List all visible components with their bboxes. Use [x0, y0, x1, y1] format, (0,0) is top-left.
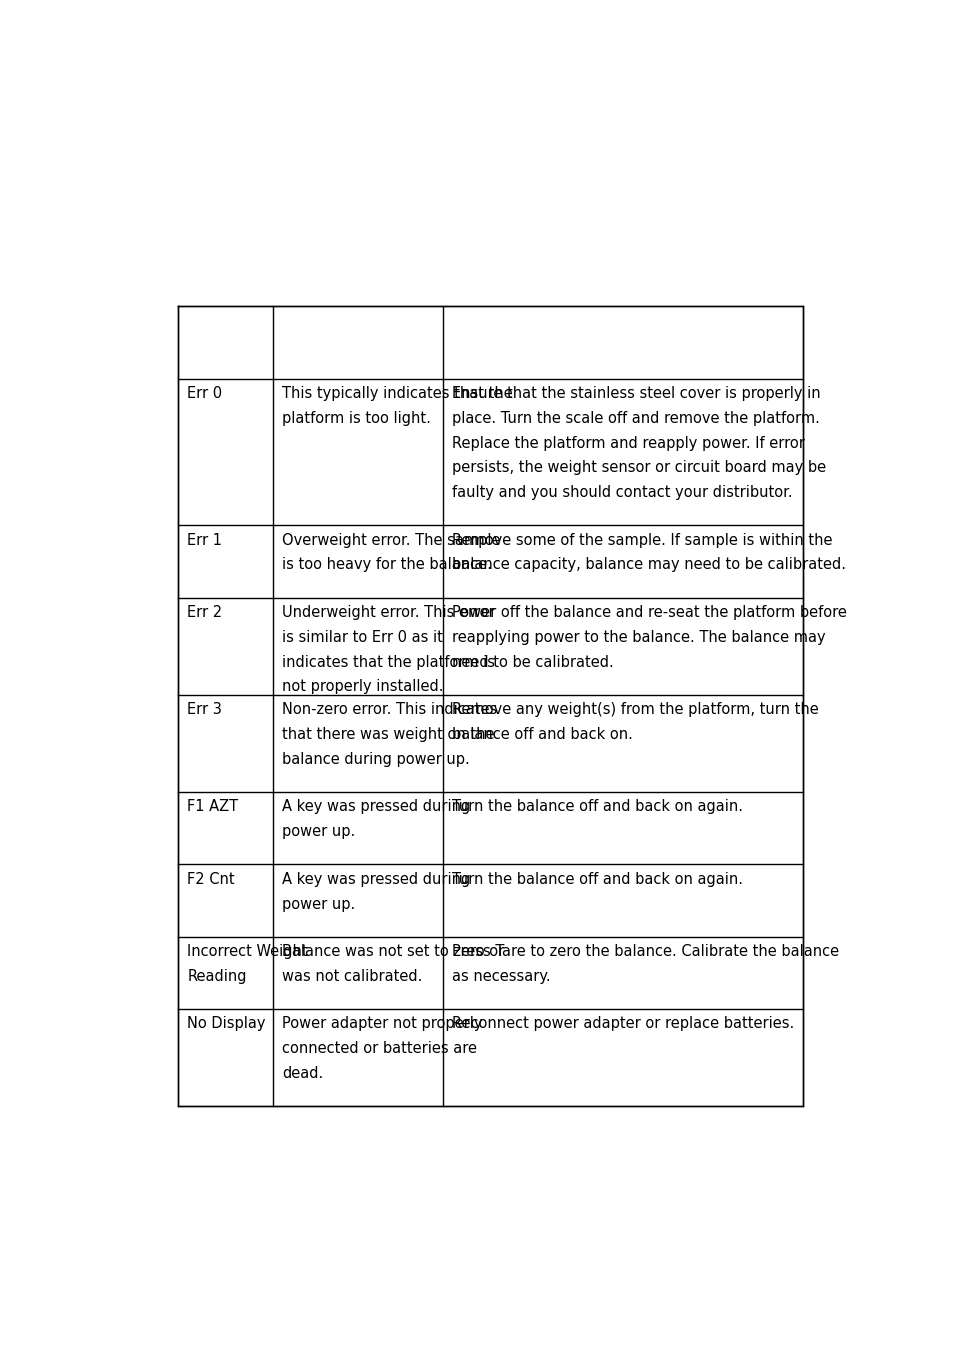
Text: place. Turn the scale off and remove the platform.: place. Turn the scale off and remove the…: [452, 410, 820, 425]
Text: Err 1: Err 1: [187, 533, 222, 548]
Text: A key was pressed during: A key was pressed during: [282, 800, 470, 815]
Text: Incorrect Weight: Incorrect Weight: [187, 945, 308, 960]
Text: that there was weight on the: that there was weight on the: [282, 727, 495, 742]
Text: faulty and you should contact your distributor.: faulty and you should contact your distr…: [452, 485, 792, 500]
Text: connected or batteries are: connected or batteries are: [282, 1042, 476, 1057]
Text: A key was pressed during: A key was pressed during: [282, 872, 470, 887]
Text: Underweight error. This error: Underweight error. This error: [282, 606, 495, 621]
Text: No Display: No Display: [187, 1017, 266, 1032]
Text: Overweight error. The sample: Overweight error. The sample: [282, 533, 500, 548]
Text: Power off the balance and re-seat the platform before: Power off the balance and re-seat the pl…: [452, 606, 846, 621]
Text: Remove some of the sample. If sample is within the: Remove some of the sample. If sample is …: [452, 533, 832, 548]
Text: indicates that the platform is: indicates that the platform is: [282, 655, 495, 670]
Text: was not calibrated.: was not calibrated.: [282, 969, 422, 984]
Text: dead.: dead.: [282, 1066, 323, 1081]
Text: Replace the platform and reapply power. If error: Replace the platform and reapply power. …: [452, 436, 804, 451]
Text: F1 AZT: F1 AZT: [187, 800, 238, 815]
Text: Turn the balance off and back on again.: Turn the balance off and back on again.: [452, 800, 742, 815]
Text: Err 3: Err 3: [187, 703, 222, 718]
Text: as necessary.: as necessary.: [452, 969, 550, 984]
Text: is too heavy for the balance.: is too heavy for the balance.: [282, 558, 492, 573]
Text: Remove any weight(s) from the platform, turn the: Remove any weight(s) from the platform, …: [452, 703, 818, 718]
Text: Reading: Reading: [187, 969, 247, 984]
Text: power up.: power up.: [282, 824, 355, 839]
Text: is similar to Err 0 as it: is similar to Err 0 as it: [282, 630, 442, 645]
Text: platform is too light.: platform is too light.: [282, 410, 431, 425]
Text: reapplying power to the balance. The balance may: reapplying power to the balance. The bal…: [452, 630, 825, 645]
Text: Err 0: Err 0: [187, 385, 222, 401]
Text: Err 2: Err 2: [187, 606, 222, 621]
Text: Non-zero error. This indicates: Non-zero error. This indicates: [282, 703, 497, 718]
Text: Balance was not set to zero or: Balance was not set to zero or: [282, 945, 504, 960]
Text: Press Tare to zero the balance. Calibrate the balance: Press Tare to zero the balance. Calibrat…: [452, 945, 839, 960]
Text: F2 Cnt: F2 Cnt: [187, 872, 234, 887]
Text: persists, the weight sensor or circuit board may be: persists, the weight sensor or circuit b…: [452, 461, 825, 476]
Text: balance off and back on.: balance off and back on.: [452, 727, 633, 742]
Text: Reconnect power adapter or replace batteries.: Reconnect power adapter or replace batte…: [452, 1017, 794, 1032]
Text: This typically indicates that the: This typically indicates that the: [282, 385, 513, 401]
Text: balance during power up.: balance during power up.: [282, 752, 470, 767]
Text: Ensure that the stainless steel cover is properly in: Ensure that the stainless steel cover is…: [452, 385, 820, 401]
Text: Power adapter not properly: Power adapter not properly: [282, 1017, 482, 1032]
Text: power up.: power up.: [282, 897, 355, 912]
Text: balance capacity, balance may need to be calibrated.: balance capacity, balance may need to be…: [452, 558, 845, 573]
Text: not properly installed.: not properly installed.: [282, 679, 443, 694]
Text: Turn the balance off and back on again.: Turn the balance off and back on again.: [452, 872, 742, 887]
Text: need to be calibrated.: need to be calibrated.: [452, 655, 614, 670]
